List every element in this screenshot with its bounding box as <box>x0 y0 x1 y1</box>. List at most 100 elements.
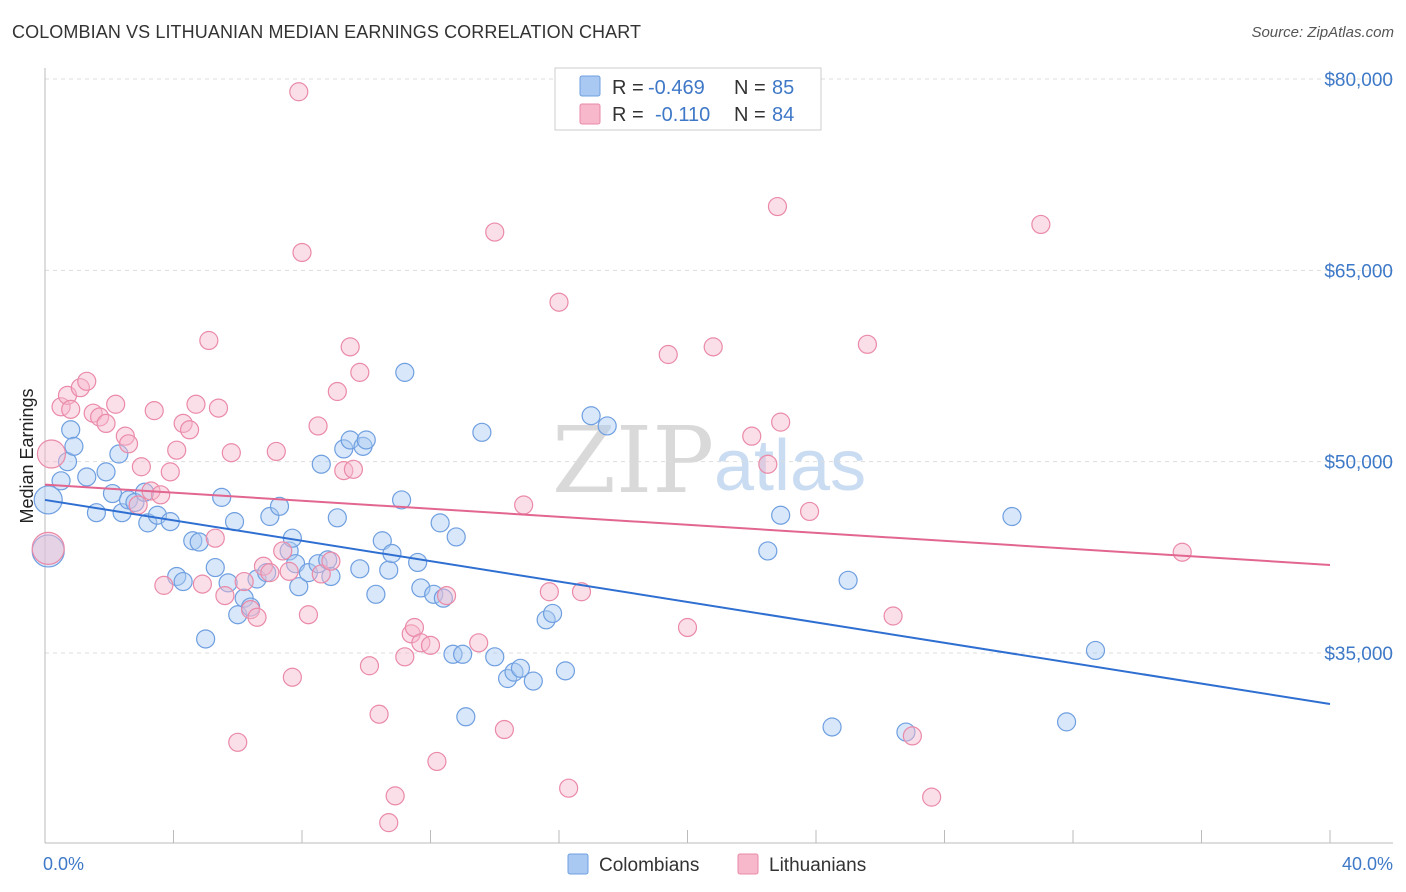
point-lithuanians <box>658 344 678 365</box>
point-lithuanians <box>340 337 360 357</box>
point-colombians <box>96 462 116 482</box>
point-colombians <box>456 707 476 727</box>
point-colombians <box>366 584 386 604</box>
x-tick-label-max: 40.0% <box>1342 854 1393 874</box>
legend-n-value: 85 <box>772 77 794 99</box>
point-colombians <box>523 671 543 691</box>
point-lithuanians <box>539 582 559 602</box>
point-lithuanians <box>282 667 302 687</box>
point-lithuanians <box>549 292 569 312</box>
point-colombians <box>485 647 505 667</box>
point-lithuanians <box>31 531 65 566</box>
trendline-lithuanians <box>44 483 1331 566</box>
point-lithuanians <box>167 440 187 460</box>
point-lithuanians <box>118 434 139 454</box>
point-lithuanians <box>77 371 97 391</box>
point-lithuanians <box>298 605 319 625</box>
point-lithuanians <box>131 457 151 477</box>
series-legend-swatch-colombians <box>567 853 589 875</box>
point-colombians <box>430 513 450 533</box>
point-colombians <box>597 416 617 436</box>
point-colombians <box>269 496 290 516</box>
point-lithuanians <box>343 459 363 479</box>
point-colombians <box>771 505 791 525</box>
point-lithuanians <box>395 647 415 667</box>
point-lithuanians <box>228 732 248 752</box>
source-label: Source: ZipAtlas.com <box>1251 24 1394 41</box>
point-lithuanians <box>559 778 579 798</box>
point-colombians <box>327 508 347 528</box>
point-lithuanians <box>436 585 457 606</box>
point-lithuanians <box>247 607 267 627</box>
point-colombians <box>408 552 428 573</box>
chart-title: COLOMBIAN VS LITHUANIAN MEDIAN EARNINGS … <box>12 22 642 42</box>
point-lithuanians <box>427 751 447 772</box>
point-colombians <box>581 406 601 426</box>
point-colombians <box>443 644 463 664</box>
point-colombians <box>311 454 331 474</box>
point-lithuanians <box>234 571 254 592</box>
point-lithuanians <box>742 426 762 446</box>
point-colombians <box>64 436 84 456</box>
point-colombians <box>555 661 576 681</box>
point-colombians <box>356 430 376 450</box>
point-lithuanians <box>334 460 354 481</box>
point-lithuanians <box>61 399 81 419</box>
point-lithuanians <box>144 401 164 421</box>
point-lithuanians <box>469 633 489 653</box>
correlation-legend: R = -0.469 N = 85 R = -0.110 N = 84 <box>554 67 822 131</box>
point-colombians <box>472 422 492 442</box>
x-ticks <box>44 830 1331 843</box>
point-lithuanians <box>677 617 698 638</box>
axes <box>44 68 1393 844</box>
point-lithuanians <box>308 416 328 436</box>
point-lithuanians <box>292 242 312 263</box>
watermark: ZIP atlas <box>552 407 866 514</box>
point-lithuanians <box>128 495 148 515</box>
point-colombians <box>183 531 203 551</box>
point-lithuanians <box>420 635 441 655</box>
x-tick-label-min: 0.0% <box>43 854 84 874</box>
point-lithuanians <box>151 485 171 505</box>
gridlines <box>45 78 1393 654</box>
point-colombians <box>350 559 370 579</box>
point-lithuanians <box>96 413 116 433</box>
point-colombians <box>125 492 145 513</box>
points-layer <box>31 82 1192 833</box>
point-lithuanians <box>106 394 126 414</box>
point-colombians <box>173 571 193 592</box>
point-lithuanians <box>703 337 723 357</box>
point-lithuanians <box>321 551 341 571</box>
point-colombians <box>138 513 158 533</box>
point-colombians <box>51 471 71 491</box>
series-legend-swatch-lithuanians <box>737 853 759 875</box>
point-lithuanians <box>36 439 67 469</box>
point-colombians <box>289 577 309 597</box>
legend-n-value: 84 <box>772 104 794 126</box>
point-lithuanians <box>179 420 200 440</box>
point-colombians <box>1056 712 1077 732</box>
point-lithuanians <box>208 398 229 418</box>
legend-swatch-lithuanians <box>579 103 601 125</box>
point-lithuanians <box>289 82 309 102</box>
point-lithuanians <box>799 501 820 522</box>
point-lithuanians <box>902 726 922 746</box>
point-colombians <box>1085 640 1106 661</box>
point-lithuanians <box>279 561 299 581</box>
legend-swatch-colombians <box>579 75 601 97</box>
point-lithuanians <box>350 362 370 382</box>
point-lithuanians <box>199 330 219 351</box>
point-colombians <box>109 444 129 464</box>
point-lithuanians <box>767 196 788 217</box>
legend-r-label: R = <box>612 104 644 126</box>
point-colombians <box>318 550 338 570</box>
trend-layer <box>44 483 1331 706</box>
watermark-atlas: atlas <box>714 426 866 506</box>
point-lithuanians <box>758 454 778 474</box>
point-lithuanians <box>192 574 213 594</box>
y-axis-label: Median Earnings <box>17 388 37 523</box>
point-lithuanians <box>186 394 206 414</box>
legend-r-label: R = <box>612 77 644 99</box>
point-lithuanians <box>241 600 261 620</box>
y-tick-label: $35,000 <box>1324 644 1393 665</box>
